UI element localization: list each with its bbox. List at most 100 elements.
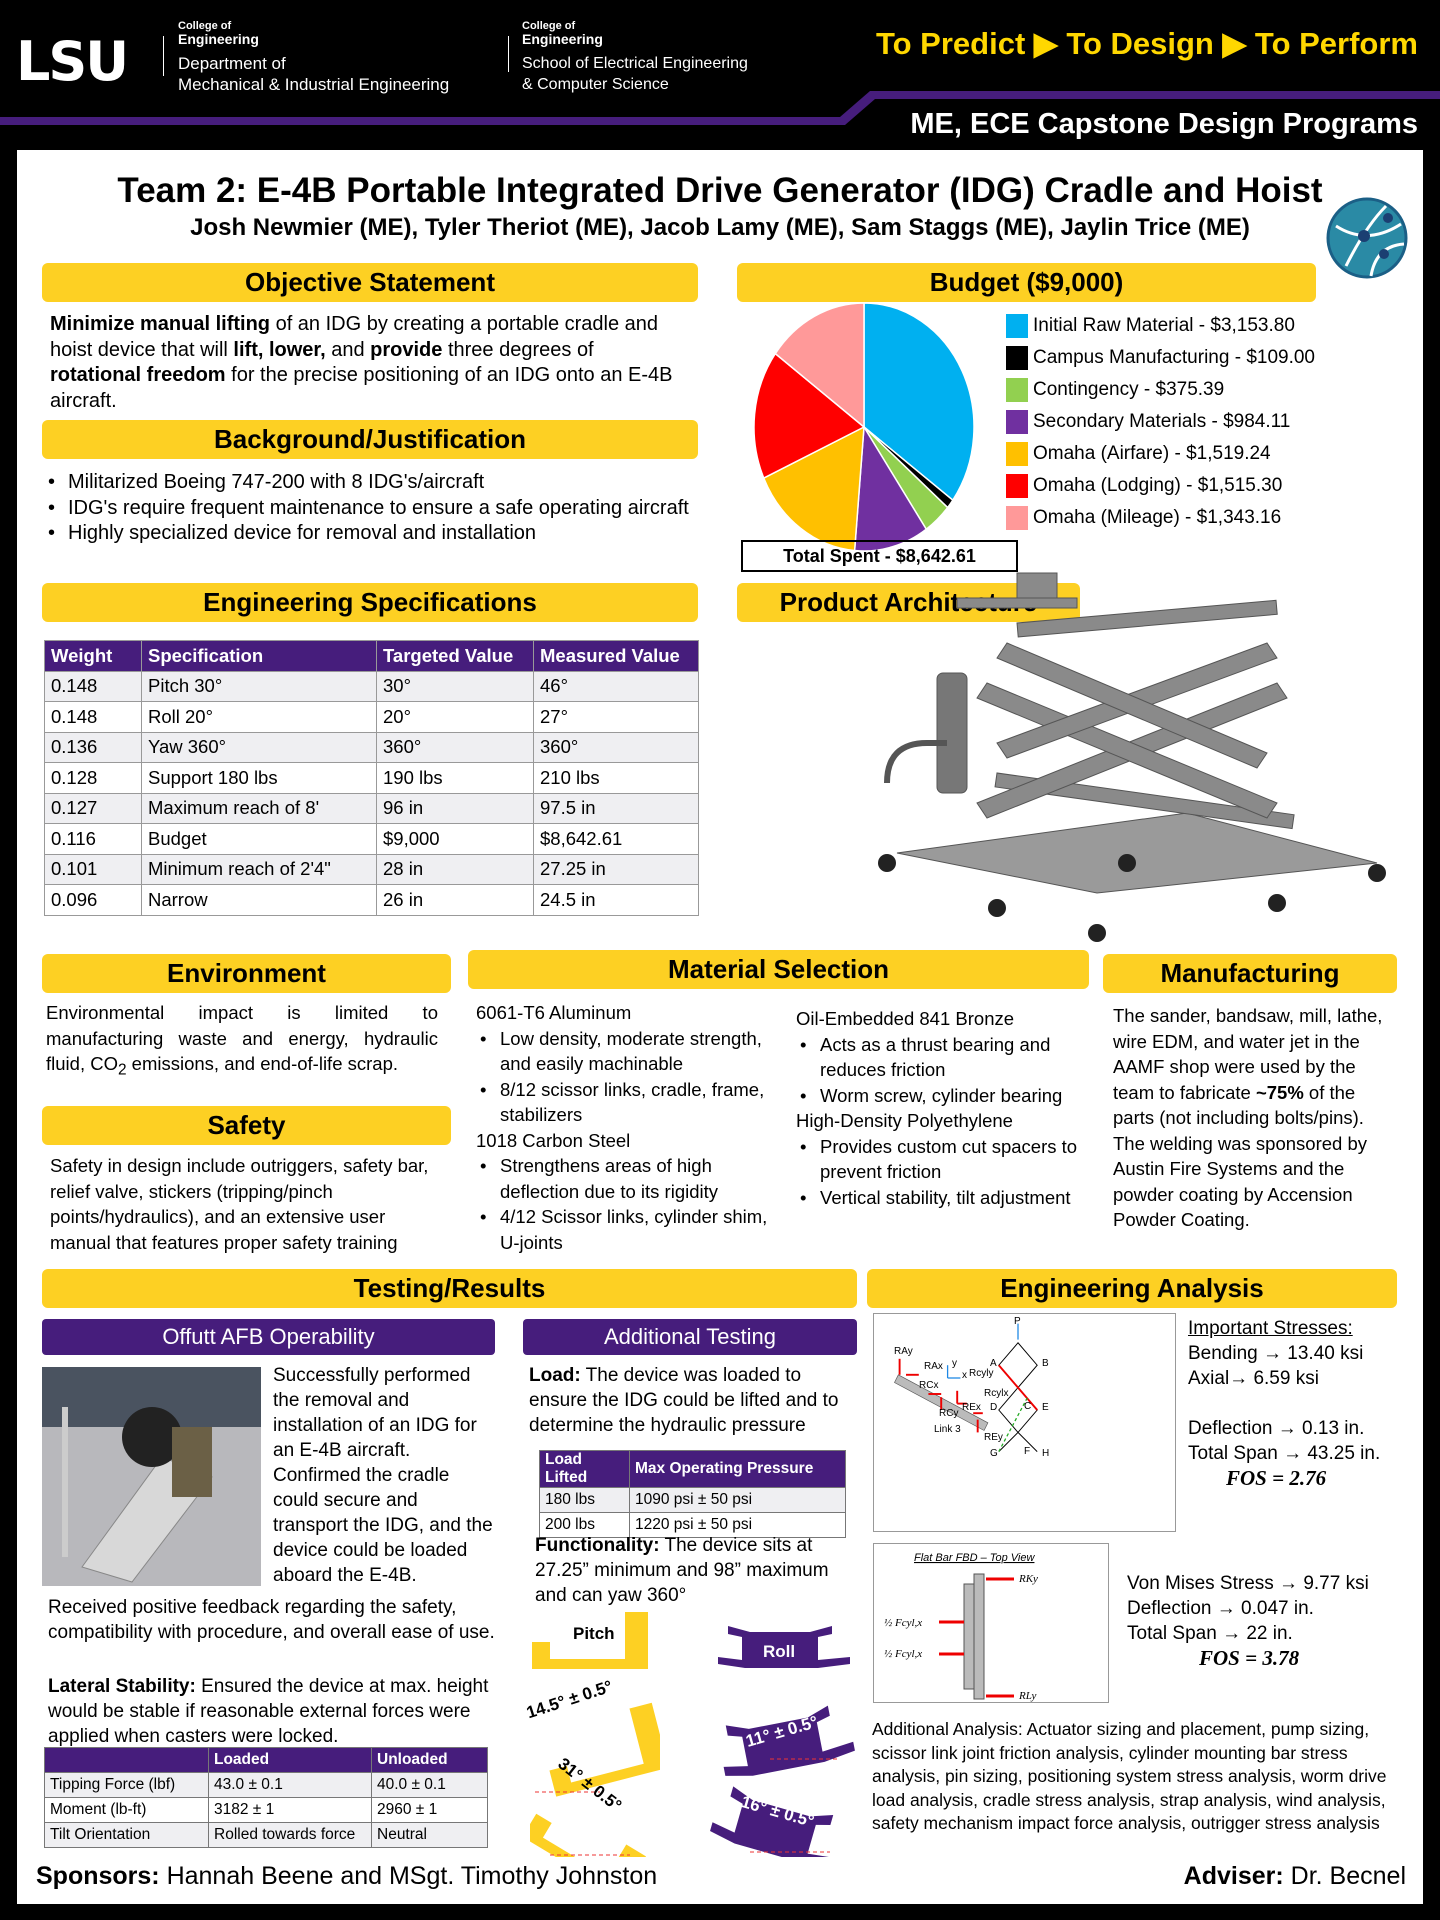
force-label: RAy <box>894 1346 913 1357</box>
purple-stripe <box>0 91 1440 125</box>
table-cell: 40.0 ± 0.1 <box>371 1772 488 1798</box>
table-cell: 46° <box>533 670 699 702</box>
force-label: RLy <box>1018 1690 1037 1702</box>
node-label: H <box>1042 1448 1049 1459</box>
testing-heading: Testing/Results <box>42 1269 857 1308</box>
legend-label: Campus Manufacturing - $109.00 <box>1033 347 1315 368</box>
force-label: RCy <box>939 1408 958 1419</box>
table-cell: 30° <box>376 670 534 702</box>
force-label: ½ Fcyl,x <box>884 1617 922 1629</box>
material-name: High-Density Polyethylene <box>796 1110 1013 1131</box>
materials-column-2: Oil-Embedded 841 Bronze Acts as a thrust … <box>796 1006 1096 1210</box>
table-cell: 0.096 <box>44 884 142 916</box>
table-cell: Maximum reach of 8' <box>141 792 377 824</box>
table-cell: Yaw 360° <box>141 731 377 763</box>
additional-testing-heading: Additional Testing <box>523 1319 857 1355</box>
axis-label: x <box>962 1370 967 1381</box>
table-cell: 210 lbs <box>533 762 699 794</box>
table-row: 0.096 Narrow 26 in 24.5 in <box>44 884 699 916</box>
functionality-text: Functionality: The device sits at 27.25”… <box>535 1535 829 1606</box>
table-row: 180 lbs 1090 psi ± 50 psi <box>539 1487 846 1513</box>
table-cell: 3182 ± 1 <box>208 1797 372 1823</box>
table-cell: Tilt Orientation <box>44 1822 209 1848</box>
list-item: Highly specialized device for removal an… <box>44 521 696 547</box>
node-label: A <box>990 1358 997 1369</box>
list-item: Militarized Boeing 747-200 with 8 IDG's/… <box>44 470 696 496</box>
tagline: To Predict ▶ To Design ▶ To Perform <box>875 26 1418 61</box>
table-cell: 0.101 <box>44 853 142 885</box>
force-label: Rcyly <box>969 1368 993 1379</box>
table-cell: 96 in <box>376 792 534 824</box>
table-row: 0.136 Yaw 360° 360° 360° <box>44 731 699 763</box>
legend-label: Initial Raw Material - $3,153.80 <box>1033 315 1295 336</box>
field-test-photo <box>42 1367 261 1586</box>
stresses-block: Important Stresses: Bending → 13.40 ksi A… <box>1188 1318 1381 1490</box>
axis-label: y <box>952 1358 957 1369</box>
force-label: ½ Fcyl,x <box>884 1648 922 1660</box>
sponsors: Sponsors: Hannah Beene and MSgt. Timothy… <box>36 1862 658 1890</box>
pitch-label: Pitch <box>573 1624 615 1643</box>
force-label: RCx <box>919 1380 938 1391</box>
environment-heading: Environment <box>42 954 451 993</box>
manufacturing-text: The sander, bandsaw, mill, lathe, wire E… <box>1113 1005 1383 1230</box>
table-cell: 200 lbs <box>539 1512 630 1538</box>
table-cell: 28 in <box>376 853 534 885</box>
node-label: F <box>1024 1446 1030 1457</box>
load-table: Load Lifted Max Operating Pressure 180 lb… <box>539 1450 846 1538</box>
flat-bar-fbd-diagram: Flat Bar FBD – Top View RKy ½ Fcyl,x ½ Fcy… <box>873 1543 1109 1703</box>
legend-item: Initial Raw Material - $3,153.80 <box>1006 310 1315 342</box>
list-item: Strengthens areas of high deflection due… <box>476 1153 786 1204</box>
table-cell: 27° <box>533 701 699 733</box>
authors: Josh Newmier (ME), Tyler Theriot (ME), J… <box>190 214 1250 241</box>
list-item: 4/12 Scissor links, cylinder shim, U-joi… <box>476 1204 786 1255</box>
globe-logo-icon <box>1326 197 1408 279</box>
material-name: 6061-T6 Aluminum <box>476 1002 632 1023</box>
pie-slice <box>853 424 928 552</box>
table-row: 200 lbs 1220 psi ± 50 psi <box>539 1512 846 1538</box>
table-cell: 20° <box>376 701 534 733</box>
list-item: 8/12 scissor links, cradle, frame, stabi… <box>476 1077 786 1128</box>
table-cell: 26 in <box>376 884 534 916</box>
table-cell: 0.127 <box>44 792 142 824</box>
table-cell: Rolled towards force <box>208 1822 372 1848</box>
analysis-heading: Engineering Analysis <box>867 1269 1397 1308</box>
table-cell: 180 lbs <box>539 1487 630 1513</box>
college-label: College of Engineering <box>178 20 259 47</box>
table-cell: Neutral <box>371 1822 488 1848</box>
legend-label: Omaha (Mileage) - $1,343.16 <box>1033 507 1282 528</box>
pie-legend: Initial Raw Material - $3,153.80 Campus M… <box>1006 310 1315 534</box>
force-label: REx <box>962 1402 981 1413</box>
table-cell: Budget <box>141 823 377 855</box>
table-cell: 0.116 <box>44 823 142 855</box>
budget-heading: Budget ($9,000) <box>737 263 1316 302</box>
table-cell: 2960 ± 1 <box>371 1797 488 1823</box>
pie-slice <box>753 352 866 480</box>
materials-heading: Material Selection <box>468 950 1089 989</box>
node-label: P <box>1014 1316 1021 1327</box>
department-name: Department of Mechanical & Industrial Eng… <box>178 54 450 94</box>
table-row: 0.101 Minimum reach of 2'4" 28 in 27.25 in <box>44 853 699 885</box>
legend-item: Omaha (Mileage) - $1,343.16 <box>1006 502 1315 534</box>
background-heading: Background/Justification <box>42 420 698 459</box>
objective-heading: Objective Statement <box>42 263 698 302</box>
table-cell: 0.148 <box>44 670 142 702</box>
materials-column-1: 6061-T6 Aluminum Low density, moderate st… <box>476 1000 786 1255</box>
table-cell: 0.148 <box>44 701 142 733</box>
list-item: Acts as a thrust bearing and reduces fri… <box>796 1032 1096 1083</box>
specs-table: Weight Specification Targeted Value Measure… <box>44 640 699 916</box>
force-label: RAx <box>924 1361 943 1372</box>
table-row: Tipping Force (lbf) 43.0 ± 0.1 40.0 ± 0.1 <box>44 1772 488 1798</box>
table-cell: Moment (lb-ft) <box>44 1797 209 1823</box>
node-label: B <box>1042 1358 1049 1369</box>
table-row: 0.128 Support 180 lbs 190 lbs 210 lbs <box>44 762 699 794</box>
scissor-fbd-diagram: RAy RAx Rcyly Rcylx RCx RCy REx REy y x … <box>873 1313 1176 1532</box>
safety-text: Safety in design include outriggers, saf… <box>50 1155 429 1253</box>
legend-label: Omaha (Lodging) - $1,515.30 <box>1033 475 1283 496</box>
legend-swatch <box>1006 442 1028 466</box>
link-label: Link 3 <box>934 1424 961 1435</box>
legend-item: Omaha (Lodging) - $1,515.30 <box>1006 470 1315 502</box>
divider <box>163 36 164 76</box>
objective-text: Minimize manual lifting of an IDG by cre… <box>50 313 673 412</box>
table-cell: Support 180 lbs <box>141 762 377 794</box>
legend-item: Contingency - $375.39 <box>1006 374 1315 406</box>
